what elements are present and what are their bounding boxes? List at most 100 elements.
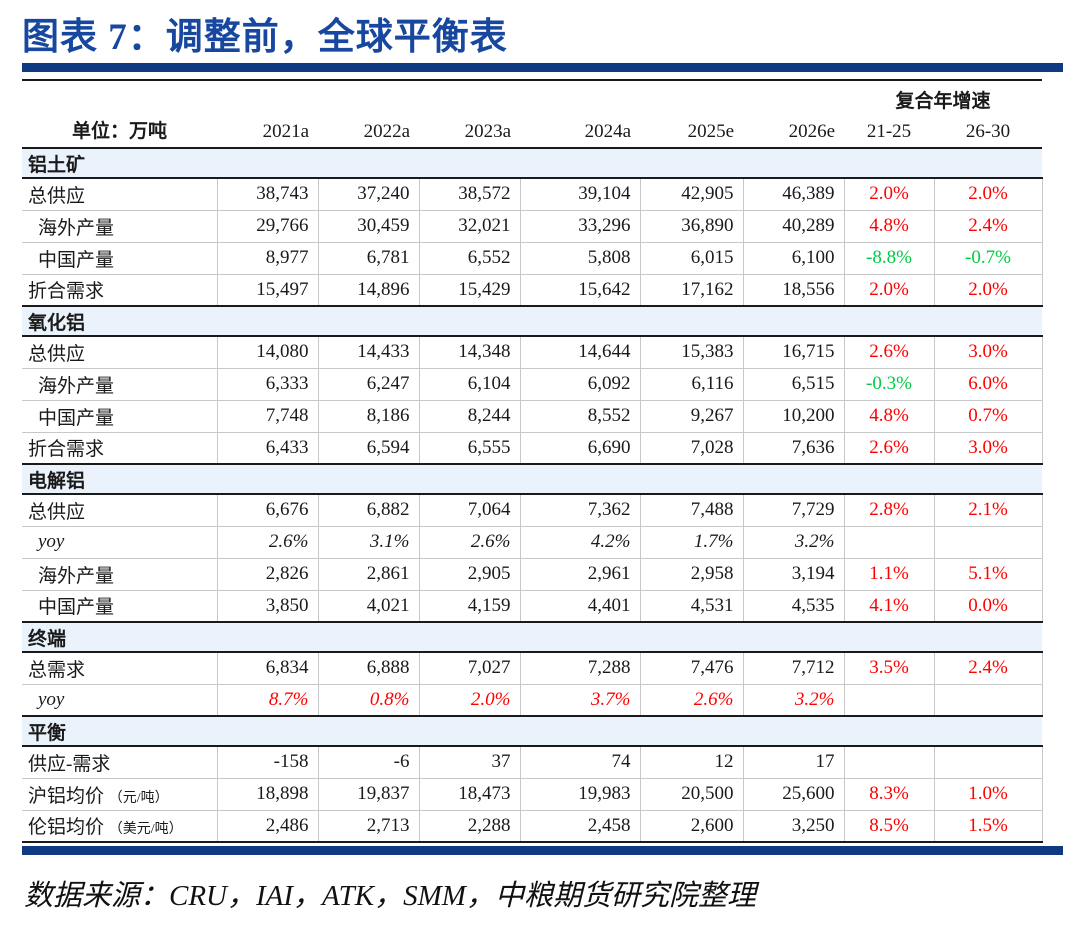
unit-label: 单位：万吨	[22, 113, 217, 149]
value-cell: 32,021	[418, 209, 520, 242]
value-cell: 3,194	[742, 557, 844, 590]
row-label-text: 折合需求	[28, 439, 105, 461]
column-header-2021a: 2021a	[217, 113, 318, 149]
value-cell: 14,080	[216, 335, 318, 368]
row-label-text: 中国产量	[38, 597, 115, 619]
value-cell: 37	[418, 745, 520, 778]
cagr-cell	[933, 525, 1043, 558]
value-cell: 4,159	[418, 589, 520, 622]
value-cell: 18,473	[418, 777, 520, 810]
cagr-cell: 4.1%	[843, 589, 934, 622]
row-label-text: 供应-需求	[28, 753, 111, 775]
row-label-unit: （美元/吨）	[108, 822, 183, 838]
value-cell: 7,028	[639, 431, 743, 464]
value-cell: 2,861	[317, 557, 419, 590]
row-label: 折合需求	[22, 431, 217, 464]
table-row: 供应-需求 -158 -6 37 74 12 17	[22, 745, 1043, 778]
value-cell: 17,162	[639, 273, 743, 306]
value-cell: 6,834	[216, 651, 318, 684]
value-cell: 38,743	[216, 177, 318, 210]
cagr-cell	[843, 683, 934, 716]
value-cell: 4,535	[742, 589, 844, 622]
row-label-text: 中国产量	[38, 249, 115, 271]
table-row: 总供应 14,080 14,433 14,348 14,644 15,383 16,715 2…	[22, 335, 1043, 368]
value-cell: -6	[317, 745, 419, 778]
row-label-text: 总供应	[28, 185, 86, 207]
value-cell: 7,636	[742, 431, 844, 464]
row-label: 总供应	[22, 177, 217, 210]
value-cell: 6,690	[519, 431, 640, 464]
value-cell: 2,961	[519, 557, 640, 590]
value-cell: 7,729	[742, 493, 844, 526]
column-header-cagr-26-30: 26-30	[934, 113, 1043, 149]
value-cell: 37,240	[317, 177, 419, 210]
value-cell: 4,401	[519, 589, 640, 622]
value-cell: 3,250	[742, 809, 844, 843]
value-cell: 6,092	[519, 367, 640, 400]
section-header-row: 终端	[22, 621, 1043, 653]
table-row: 总需求 6,834 6,888 7,027 7,288 7,476 7,712 3.5% 2.4…	[22, 651, 1043, 684]
cagr-cell: 2.4%	[933, 209, 1043, 242]
data-source-note: 数据来源：CRU，IAI，ATK，SMM，中粮期货研究院整理	[24, 880, 756, 912]
value-cell: 6,015	[639, 241, 743, 274]
column-header-2025e: 2025e	[640, 113, 743, 149]
value-cell: 8,977	[216, 241, 318, 274]
cagr-cell: 8.5%	[843, 809, 934, 843]
row-label-text: 总供应	[28, 501, 86, 523]
table-row: 总供应 38,743 37,240 38,572 39,104 42,905 46,389 2…	[22, 177, 1043, 210]
value-cell: 5,808	[519, 241, 640, 274]
value-cell: 0.8%	[317, 683, 419, 716]
cagr-cell: 3.5%	[843, 651, 934, 684]
table-row: 折合需求 6,433 6,594 6,555 6,690 7,028 7,636 2.6% 3.…	[22, 431, 1043, 464]
cagr-cell	[933, 745, 1043, 778]
row-label-text: 中国产量	[38, 407, 115, 429]
section-title: 电解铝	[22, 463, 1043, 495]
value-cell: 6,433	[216, 431, 318, 464]
column-header-row: 单位：万吨 2021a 2022a 2023a 2024a 2025e 2026…	[22, 113, 1043, 149]
value-cell: 2,288	[418, 809, 520, 843]
value-cell: 25,600	[742, 777, 844, 810]
value-cell: 18,556	[742, 273, 844, 306]
value-cell: 8,244	[418, 399, 520, 432]
value-cell: 18,898	[216, 777, 318, 810]
cagr-cell: -8.8%	[843, 241, 934, 274]
row-label: 伦铝均价 （美元/吨）	[22, 809, 217, 843]
cagr-cell: 4.8%	[843, 209, 934, 242]
value-cell: 4,531	[639, 589, 743, 622]
value-cell: 46,389	[742, 177, 844, 210]
cagr-cell: 1.5%	[933, 809, 1043, 843]
value-cell: 6,781	[317, 241, 419, 274]
value-cell: 6,515	[742, 367, 844, 400]
value-cell: 3.2%	[742, 683, 844, 716]
header-spacer	[22, 79, 844, 113]
row-label: 折合需求	[22, 273, 217, 306]
value-cell: 38,572	[418, 177, 520, 210]
row-label: 总需求	[22, 651, 217, 684]
table-row: 沪铝均价 （元/吨） 18,898 19,837 18,473 19,983 20,500…	[22, 777, 1043, 810]
row-label: yoy	[22, 683, 217, 716]
row-label-text: 海外产量	[38, 565, 115, 587]
table-row: 总供应 6,676 6,882 7,064 7,362 7,488 7,729 2.8% 2.1…	[22, 493, 1043, 526]
row-label: 总供应	[22, 493, 217, 526]
cagr-cell: 2.8%	[843, 493, 934, 526]
value-cell: 36,890	[639, 209, 743, 242]
table-row: 折合需求 15,497 14,896 15,429 15,642 17,162 18,556…	[22, 273, 1043, 306]
column-header-cagr-21-25: 21-25	[844, 113, 934, 149]
cagr-cell: 1.0%	[933, 777, 1043, 810]
value-cell: 7,288	[519, 651, 640, 684]
column-header-2023a: 2023a	[419, 113, 520, 149]
table-row: yoy 2.6% 3.1% 2.6% 4.2% 1.7% 3.2%	[22, 525, 1043, 558]
value-cell: 2.0%	[418, 683, 520, 716]
table-row: 中国产量 3,850 4,021 4,159 4,401 4,531 4,535 4.1% 0.…	[22, 589, 1043, 622]
value-cell: 6,552	[418, 241, 520, 274]
bottom-rule	[22, 846, 1063, 855]
row-label: 中国产量	[22, 399, 217, 432]
value-cell: 15,497	[216, 273, 318, 306]
value-cell: 40,289	[742, 209, 844, 242]
value-cell: 20,500	[639, 777, 743, 810]
cagr-cell: 6.0%	[933, 367, 1043, 400]
row-label: 总供应	[22, 335, 217, 368]
value-cell: 2.6%	[418, 525, 520, 558]
value-cell: 6,116	[639, 367, 743, 400]
